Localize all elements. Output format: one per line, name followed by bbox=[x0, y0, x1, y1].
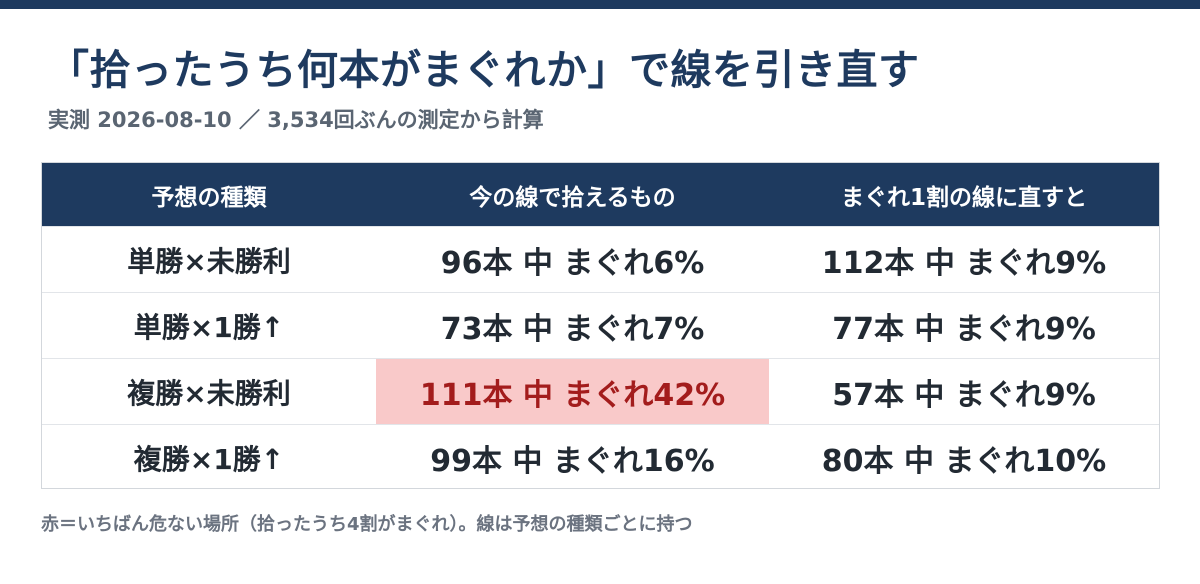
row-adjusted: 80本 中 まぐれ10% bbox=[821, 443, 1107, 479]
row-adjusted: 57本 中 まぐれ9% bbox=[832, 377, 1096, 413]
row-current: 73本 中 まぐれ7% bbox=[440, 311, 705, 347]
table-row: 単勝×1勝↑ 73本 中 まぐれ7% 77本 中 まぐれ9% bbox=[42, 292, 1159, 358]
top-accent-bar bbox=[0, 0, 1200, 9]
table-row: 複勝×未勝利 111本 中 まぐれ42% 57本 中 まぐれ9% bbox=[42, 358, 1159, 424]
row-type: 複勝×1勝↑ bbox=[133, 442, 285, 476]
page-title: 「拾ったうち何本がまぐれか」で線を引き直す bbox=[48, 46, 920, 94]
row-current: 96本 中 まぐれ6% bbox=[440, 245, 705, 281]
footnote: 赤＝いちばん危ない場所（拾ったうち4割がまぐれ）。線は予想の種類ごとに持つ bbox=[41, 514, 693, 535]
results-table: 予想の種類 今の線で拾えるもの まぐれ1割の線に直すと 単勝×未勝利 96本 中… bbox=[41, 162, 1160, 489]
header-adjusted-line: まぐれ1割の線に直すと bbox=[840, 184, 1087, 211]
table-header: 予想の種類 今の線で拾えるもの まぐれ1割の線に直すと bbox=[42, 163, 1159, 226]
row-type: 単勝×1勝↑ bbox=[133, 310, 285, 344]
row-adjusted: 77本 中 まぐれ9% bbox=[832, 311, 1096, 347]
row-current: 99本 中 まぐれ16% bbox=[430, 443, 715, 479]
header-current-line: 今の線で拾えるもの bbox=[469, 184, 676, 211]
page-subtitle: 実測 2026-08-10 ／ 3,534回ぶんの測定から計算 bbox=[48, 108, 544, 132]
row-type: 複勝×未勝利 bbox=[127, 376, 291, 410]
table-row: 複勝×1勝↑ 99本 中 まぐれ16% 80本 中 まぐれ10% bbox=[42, 424, 1159, 490]
row-adjusted: 112本 中 まぐれ9% bbox=[821, 245, 1107, 281]
table-row: 単勝×未勝利 96本 中 まぐれ6% 112本 中 まぐれ9% bbox=[42, 226, 1159, 292]
row-type: 単勝×未勝利 bbox=[127, 244, 291, 278]
row-current-danger: 111本 中 まぐれ42% bbox=[376, 359, 769, 424]
header-type: 予想の種類 bbox=[151, 184, 267, 211]
